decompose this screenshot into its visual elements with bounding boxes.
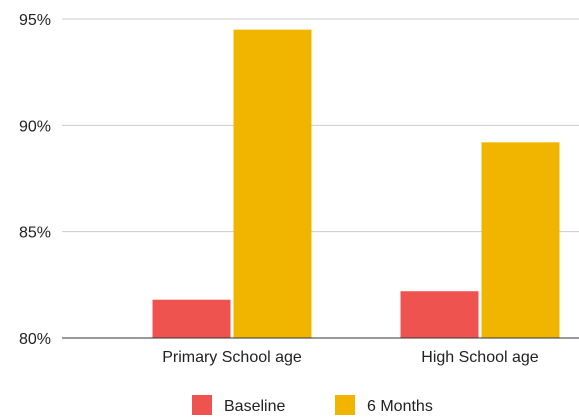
bars [152,29,560,339]
x-tick-label: High School age [421,349,539,366]
bar-6-months [233,29,312,339]
bar-baseline [152,299,231,338]
x-tick-label: Primary School age [162,349,302,366]
y-tick-label: 80% [19,331,51,348]
legend-label: Baseline [224,398,285,415]
legend: Baseline 6 Months [192,395,433,415]
x-axis-tick-labels: Primary School age High School age [162,349,539,366]
bar-baseline [400,291,479,338]
y-tick-label: 95% [19,12,51,29]
y-axis-tick-labels: 80% 85% 90% 95% [19,12,51,348]
legend-label: 6 Months [367,398,433,415]
y-tick-label: 90% [19,118,51,135]
bar-6-months [481,142,560,338]
y-tick-label: 85% [19,225,51,242]
legend-swatch-6-months [335,395,355,415]
legend-swatch-baseline [192,395,212,415]
